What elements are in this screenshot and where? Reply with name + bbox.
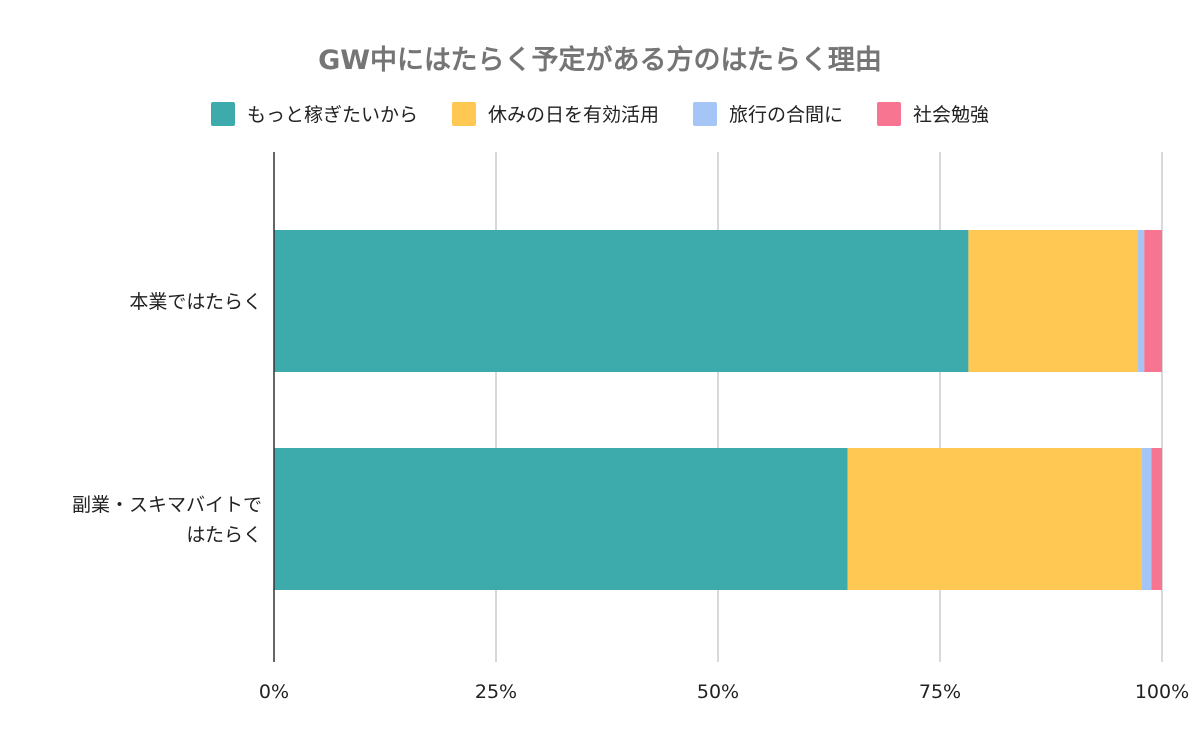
category-label: 本業ではたらく xyxy=(129,291,262,313)
legend-label: 社会勉強 xyxy=(913,104,990,126)
x-tick-label: 75% xyxy=(919,681,961,703)
x-tick-label: 0% xyxy=(259,681,289,703)
legend-item: 社会勉強 xyxy=(877,100,989,127)
legend-item: もっと稼ぎたいから xyxy=(210,100,418,127)
legend-label: 旅行の合間に xyxy=(729,104,844,126)
bar-segment xyxy=(274,448,848,590)
chart-title: GW中にはたらく予定がある方のはたらく理由 xyxy=(318,45,882,76)
legend-item: 旅行の合間に xyxy=(693,100,843,127)
legend-swatch xyxy=(693,101,717,126)
x-tick-label: 50% xyxy=(697,681,739,703)
bar-segment xyxy=(1141,448,1152,590)
legend-item: 休みの日を有効活用 xyxy=(451,100,659,127)
category-label: はたらく xyxy=(186,524,262,546)
legend-swatch xyxy=(451,101,476,126)
x-tick-label: 100% xyxy=(1135,681,1189,703)
legend: もっと稼ぎたいから 休みの日を有効活用 旅行の合間に 社会勉強 xyxy=(0,100,1200,127)
legend-swatch xyxy=(877,101,902,126)
bar-segment xyxy=(1138,230,1145,372)
bar-segment xyxy=(1144,230,1162,372)
bar-segment xyxy=(968,230,1139,372)
legend-swatch xyxy=(210,101,235,126)
x-tick-label: 25% xyxy=(475,681,517,703)
bar-segment xyxy=(1151,448,1162,590)
legend-label: 休みの日を有効活用 xyxy=(487,104,659,126)
bar-segment xyxy=(274,230,969,372)
category-label: 副業・スキマバイトで xyxy=(72,494,262,516)
bar-segment xyxy=(847,448,1142,590)
legend-label: もっと稼ぎたいから xyxy=(246,104,418,126)
